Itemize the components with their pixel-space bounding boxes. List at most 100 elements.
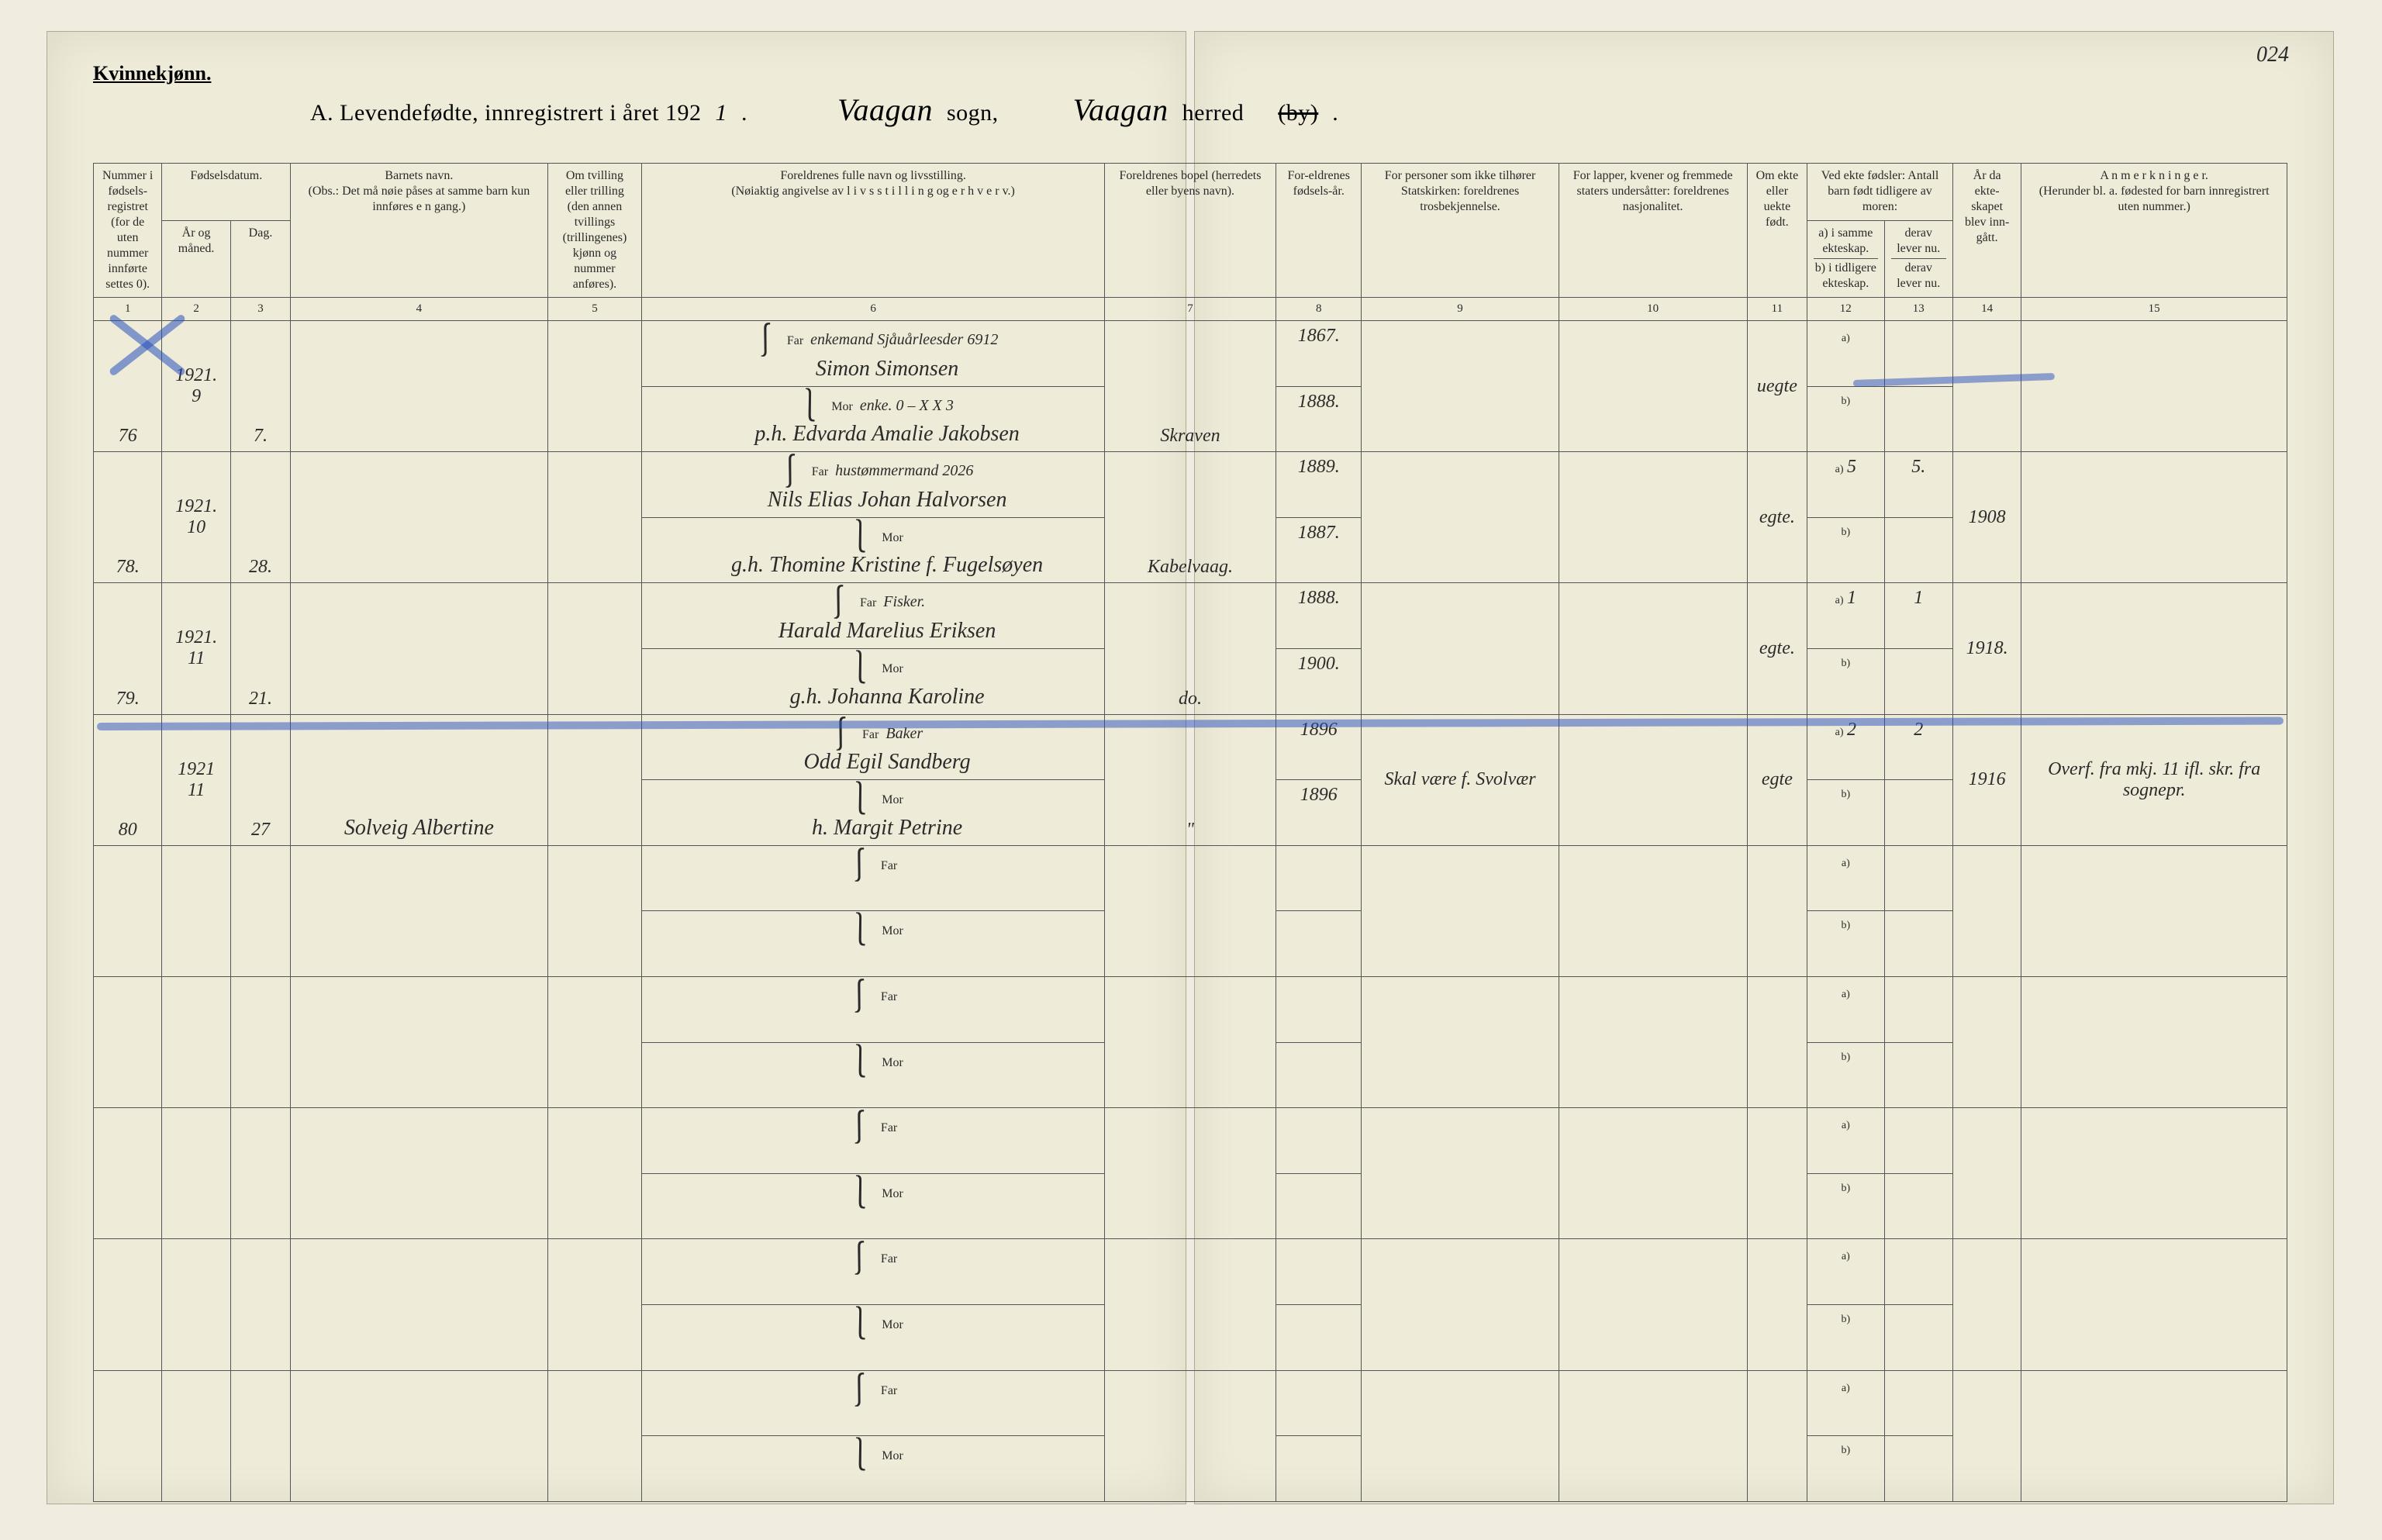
cell-remarks: [2021, 1370, 2287, 1501]
cell-12a: a): [1807, 845, 1884, 911]
cell-bopel: [1104, 1239, 1276, 1370]
cell-religion: [1362, 1108, 1559, 1239]
cell-12a: a): [1807, 1108, 1884, 1174]
col-7-header: Foreldrenes bopel (herredets eller byens…: [1104, 164, 1276, 298]
herred-handwritten: Vaagan: [1073, 92, 1169, 128]
cell-far-year: 1889.: [1276, 452, 1362, 518]
title-prefix: A. Levendefødte, innregistrert i året 19…: [310, 100, 701, 126]
gender-heading: Kvinnekjønn.: [93, 62, 211, 85]
cell-marriage-year: [1952, 976, 2021, 1107]
cell-bopel: ": [1104, 714, 1276, 845]
table-body: 76 1921. 9 7. ⎰Far enkemand Sjåuårleesde…: [94, 321, 2287, 1502]
col-6-header: Foreldrenes fulle navn og livsstilling. …: [642, 164, 1105, 298]
cell-nationality: [1559, 1108, 1747, 1239]
cell-ekte: [1747, 976, 1807, 1107]
cell-ekte: [1747, 1239, 1807, 1370]
page-header: Kvinnekjønn. A. Levendefødte, innregistr…: [93, 62, 2312, 128]
cell-13b: [1884, 517, 1952, 583]
cell-far-year: [1276, 1108, 1362, 1174]
cell-religion: [1362, 583, 1559, 714]
cell-bopel: [1104, 976, 1276, 1107]
cell-12b: b): [1807, 911, 1884, 977]
cell-bopel: [1104, 1108, 1276, 1239]
colnum: 2: [162, 298, 230, 321]
cell-twin: [547, 1108, 642, 1239]
cell-nationality: [1559, 845, 1747, 976]
cell-far: ⎰Far: [642, 1108, 1105, 1174]
col-12-13-group: Ved ekte fødsler: Antall barn født tidli…: [1807, 164, 1953, 221]
cell-bopel: [1104, 845, 1276, 976]
colnum: 9: [1362, 298, 1559, 321]
colnum: 4: [291, 298, 548, 321]
col-3-header: Dag.: [230, 220, 290, 297]
cell-marriage-year: 1916: [1952, 714, 2021, 845]
cell-far: ⎰Far: [642, 845, 1105, 911]
cell-nr: 78.: [94, 452, 162, 583]
column-number-row: 1 2 3 4 5 6 7 8 9 10 11 12 13 14 15: [94, 298, 2287, 321]
cell-12b: b): [1807, 780, 1884, 846]
cell-day: 28.: [230, 452, 290, 583]
table-row: 79. 1921. 11 21. ⎰Far Fisker. Harald Mar…: [94, 583, 2287, 649]
cell-13b: [1884, 1042, 1952, 1108]
cell-nr: [94, 845, 162, 976]
cell-day: [230, 976, 290, 1107]
cell-mor: ⎱Mor g.h. Thomine Kristine f. Fugelsøyen: [642, 517, 1105, 583]
cell-nationality: [1559, 976, 1747, 1107]
cell-twin: [547, 845, 642, 976]
cell-yearmonth: [162, 1108, 230, 1239]
cell-12b: b): [1807, 1042, 1884, 1108]
colnum: 10: [1559, 298, 1747, 321]
cell-mor-year: 1896: [1276, 780, 1362, 846]
cell-far: ⎰Far enkemand Sjåuårleesder 6912 Simon S…: [642, 321, 1105, 387]
sogn-handwritten: Vaagan: [837, 92, 933, 128]
cell-nr: 80: [94, 714, 162, 845]
cell-mor-year: [1276, 1042, 1362, 1108]
cell-yearmonth: 1921. 11: [162, 583, 230, 714]
cell-mor: ⎱Mor: [642, 1173, 1105, 1239]
colnum: 7: [1104, 298, 1276, 321]
cell-ekte: [1747, 845, 1807, 976]
table-row: ⎰Far a): [94, 845, 2287, 911]
cell-child-name: [291, 583, 548, 714]
cell-far: ⎰Far Fisker. Harald Marelius Eriksen: [642, 583, 1105, 649]
cell-mor: ⎱Mor: [642, 911, 1105, 977]
by-struck: (by): [1278, 100, 1318, 126]
cell-day: 7.: [230, 321, 290, 452]
cell-marriage-year: 1908: [1952, 452, 2021, 583]
cell-child-name: [291, 321, 548, 452]
cell-religion: [1362, 1370, 1559, 1501]
table-row: ⎰Far a): [94, 1239, 2287, 1305]
cell-13b: [1884, 1304, 1952, 1370]
col-12-header: a) i samme ekteskap.b) i tidligere ektes…: [1807, 220, 1884, 297]
cell-remarks: [2021, 452, 2287, 583]
cell-12b: b): [1807, 648, 1884, 714]
cell-marriage-year: 1918.: [1952, 583, 2021, 714]
cell-yearmonth: [162, 1239, 230, 1370]
cell-marriage-year: [1952, 321, 2021, 452]
cell-mor: ⎱Mor h. Margit Petrine: [642, 780, 1105, 846]
cell-bopel: Skraven: [1104, 321, 1276, 452]
cell-13a: 1: [1884, 583, 1952, 649]
title-trailing-dot: .: [1332, 100, 1338, 126]
col-15-header: A n m e r k n i n g e r. (Herunder bl. a…: [2021, 164, 2287, 298]
cell-remarks: [2021, 321, 2287, 452]
col-14-header: År da ekte-skapet blev inn-gått.: [1952, 164, 2021, 298]
cell-ekte: [1747, 1370, 1807, 1501]
cell-child-name: [291, 1370, 548, 1501]
colnum: 15: [2021, 298, 2287, 321]
cell-nr: [94, 1370, 162, 1501]
colnum: 3: [230, 298, 290, 321]
col-2-header: År og måned.: [162, 220, 230, 297]
col-4-header: Barnets navn. (Obs.: Det må nøie påses a…: [291, 164, 548, 298]
cell-13a: [1884, 1370, 1952, 1436]
cell-day: [230, 1239, 290, 1370]
cell-nationality: [1559, 1239, 1747, 1370]
cell-13a: [1884, 1239, 1952, 1305]
cell-ekte: [1747, 1108, 1807, 1239]
cell-twin: [547, 583, 642, 714]
colnum: 8: [1276, 298, 1362, 321]
colnum: 12: [1807, 298, 1884, 321]
cell-child-name: [291, 1239, 548, 1370]
cell-mor: ⎱Mor: [642, 1042, 1105, 1108]
col-5-header: Om tvilling eller trilling (den annen tv…: [547, 164, 642, 298]
